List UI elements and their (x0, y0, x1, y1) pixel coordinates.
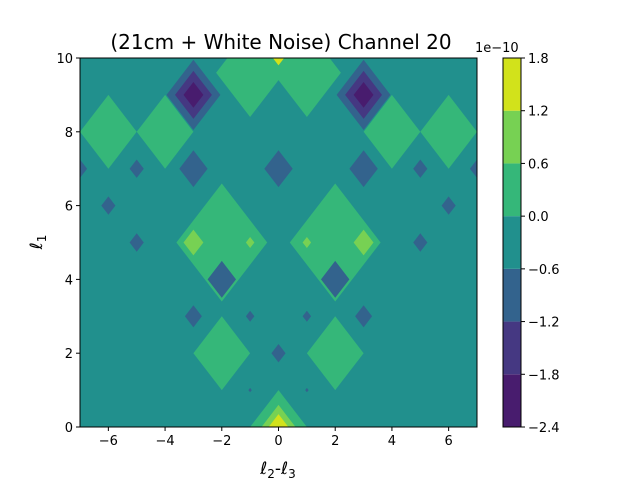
contour-region (245, 237, 255, 248)
contour-region (129, 159, 144, 178)
contour-region (355, 305, 373, 328)
contour-region (413, 233, 428, 252)
contour-region (216, 58, 285, 117)
y-tick-label: 8 (65, 126, 73, 141)
contour-region (176, 183, 268, 302)
y-label-sub: 1 (35, 235, 49, 243)
x-label-sep: - (275, 459, 281, 479)
x-axis: −6 −4 −2 0 2 4 6 (99, 427, 453, 449)
colorbar-tick-label: −1.8 (528, 368, 560, 383)
contour-region (302, 237, 312, 248)
contour-region (271, 344, 286, 363)
x-tick-label: 6 (445, 434, 453, 449)
chart-title: (21cm + White Noise) Channel 20 (110, 30, 451, 54)
contour-region (183, 229, 204, 256)
x-tick-label: −4 (155, 434, 174, 449)
contour-region (305, 387, 309, 393)
x-tick-label: −6 (99, 434, 118, 449)
contour-region (207, 260, 236, 298)
contour-region (80, 159, 88, 178)
contour-regions (80, 58, 477, 427)
colorbar-tick-label: 0.0 (528, 210, 549, 225)
contour-region (302, 310, 312, 322)
colorbar-frame (502, 57, 522, 428)
x-label-ell-a: ℓ (259, 459, 267, 479)
x-tick-label: 0 (274, 434, 282, 449)
contour-region (245, 310, 255, 322)
colorbar-tick-label: −1.2 (528, 316, 560, 331)
x-tick-label: 4 (388, 434, 396, 449)
x-label-ell-b: ℓ (280, 459, 288, 479)
contour-region (306, 316, 364, 391)
contour-region (183, 82, 204, 108)
contour-region (420, 94, 477, 169)
colorbar-band (503, 268, 521, 322)
colorbar-band (503, 58, 521, 111)
colorbar-multiplier: 1e−10 (475, 41, 519, 56)
contour-region (136, 94, 194, 169)
contour-region (268, 414, 289, 427)
contour-region (193, 316, 251, 391)
contour-region (289, 183, 381, 302)
colorbar-tick-label: 1.8 (528, 52, 549, 67)
contour-region (363, 94, 421, 169)
contour-region (264, 150, 293, 188)
contour-region (349, 150, 378, 188)
contour-region (248, 387, 252, 393)
colorbar-band (503, 163, 521, 217)
colorbar-tick-label: −2.4 (528, 421, 560, 436)
contour-region (272, 58, 285, 66)
colorbar: −2.4 −1.8 −1.2 −0.6 0.0 0.6 1.2 1.8 (502, 52, 560, 436)
contour-region (272, 58, 341, 117)
x-tick-label: 2 (331, 434, 339, 449)
y-tick-label: 10 (56, 52, 73, 67)
colorbar-band (503, 216, 521, 269)
contour-region (179, 150, 208, 188)
contour-region (80, 94, 137, 169)
colorbar-tick-label: −0.6 (528, 263, 560, 278)
y-tick-label: 0 (65, 421, 73, 436)
colorbar-band (503, 110, 521, 164)
x-label-sub-b: 3 (288, 467, 296, 480)
contour-region (321, 260, 350, 298)
y-tick-label: 4 (65, 273, 73, 288)
colorbar-band (503, 374, 521, 427)
contour-region (353, 82, 374, 108)
contour-region (469, 159, 477, 178)
contour-region (413, 159, 428, 178)
y-tick-label: 2 (65, 347, 73, 362)
x-tick-label: −2 (212, 434, 231, 449)
y-axis-label: ℓ1 (27, 235, 49, 251)
x-label-sub-a: 2 (267, 467, 275, 480)
contour-region (353, 229, 374, 256)
y-tick-label: 6 (65, 200, 73, 215)
y-label-ell: ℓ (27, 242, 47, 250)
contour-region (101, 196, 116, 215)
contour-region (441, 196, 456, 215)
colorbar-tick-label: 0.6 (528, 157, 549, 172)
colorbar-tick-label: 1.2 (528, 105, 549, 120)
contour-region (129, 233, 144, 252)
colorbar-band (503, 321, 521, 375)
plot-area (80, 58, 477, 427)
contour-region (184, 305, 202, 328)
y-axis: 0 2 4 6 8 10 (56, 52, 80, 436)
x-axis-label: ℓ2-ℓ3 (259, 459, 295, 480)
